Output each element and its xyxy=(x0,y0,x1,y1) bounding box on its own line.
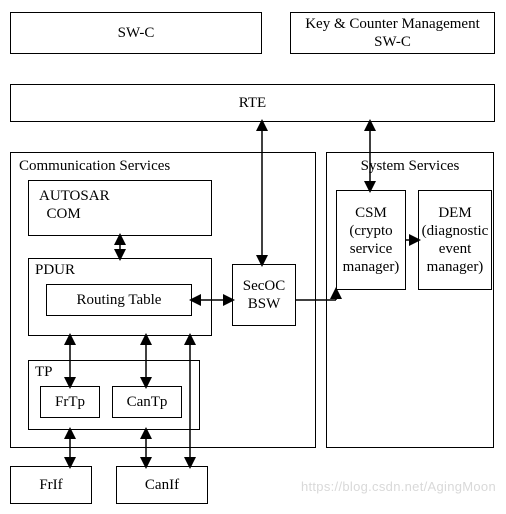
pdur-label: PDUR xyxy=(35,261,75,279)
frif-box: FrIf xyxy=(10,466,92,504)
swc-box: SW-C xyxy=(10,12,262,54)
frif-label: FrIf xyxy=(39,476,62,494)
canif-label: CanIf xyxy=(145,476,179,494)
csm-box: CSM (crypto service manager) xyxy=(336,190,406,290)
frtp-label: FrTp xyxy=(55,393,85,411)
canif-box: CanIf xyxy=(116,466,208,504)
csm-label: CSM (crypto service manager) xyxy=(337,204,405,276)
secoc-box: SecOC BSW xyxy=(232,264,296,326)
swc-label: SW-C xyxy=(118,24,155,42)
dem-label: DEM (diagnostic event manager) xyxy=(419,204,491,276)
autosarcom-label: AUTOSAR COM xyxy=(39,187,110,223)
autosarcom-box: AUTOSAR COM xyxy=(28,180,212,236)
syssvc-label: System Services xyxy=(361,157,460,175)
keycnt-label: Key & Counter Management SW-C xyxy=(291,15,494,51)
watermark: https://blog.csdn.net/AgingMoon xyxy=(301,479,496,494)
tp-label: TP xyxy=(35,363,53,381)
frtp-box: FrTp xyxy=(40,386,100,418)
dem-box: DEM (diagnostic event manager) xyxy=(418,190,492,290)
commsvc-label: Communication Services xyxy=(19,157,170,175)
rte-box: RTE xyxy=(10,84,495,122)
secoc-label: SecOC BSW xyxy=(233,277,295,313)
routing-label: Routing Table xyxy=(77,291,162,309)
routing-box: Routing Table xyxy=(46,284,192,316)
cantp-label: CanTp xyxy=(127,393,168,411)
keycnt-box: Key & Counter Management SW-C xyxy=(290,12,495,54)
cantp-box: CanTp xyxy=(112,386,182,418)
rte-label: RTE xyxy=(239,94,266,112)
